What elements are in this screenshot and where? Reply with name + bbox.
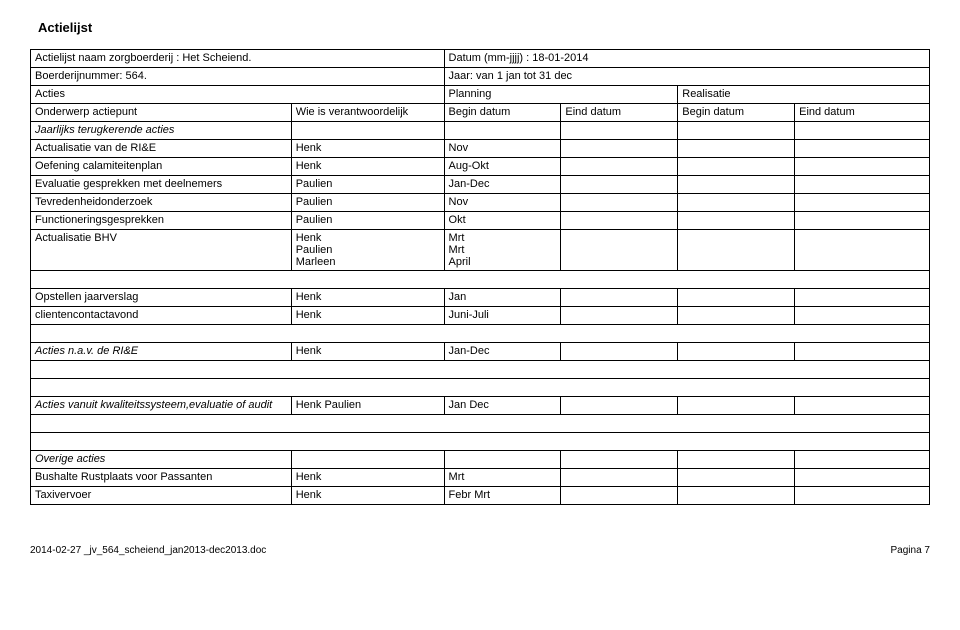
col-planning: Planning (444, 86, 678, 104)
cell: Paulien (291, 176, 444, 194)
cell: Acties vanuit kwaliteitssysteem,evaluati… (31, 397, 292, 415)
table-row (31, 379, 930, 397)
footer-filename: 2014-02-27 _jv_564_scheiend_jan2013-dec2… (30, 545, 266, 556)
table-row (31, 361, 930, 379)
cell: clientencontactavond (31, 307, 292, 325)
cell: Opstellen jaarverslag (31, 289, 292, 307)
table-row: Overige acties (31, 451, 930, 469)
col-eind2: Eind datum (795, 104, 930, 122)
cell: Tevredenheidonderzoek (31, 194, 292, 212)
table-row: Jaarlijks terugkerende acties (31, 122, 930, 140)
table-row (31, 433, 930, 451)
cell: Bushalte Rustplaats voor Passanten (31, 469, 292, 487)
cell: Functioneringsgesprekken (31, 212, 292, 230)
table-row: Oefening calamiteitenplan Henk Aug-Okt (31, 158, 930, 176)
col-begin2: Begin datum (678, 104, 795, 122)
cell: Jan Dec (444, 397, 561, 415)
cell: Henk Paulien (291, 397, 444, 415)
cell: Evaluatie gesprekken met deelnemers (31, 176, 292, 194)
col-realisatie: Realisatie (678, 86, 930, 104)
cell: Acties n.a.v. de RI&E (31, 343, 292, 361)
table-row: Tevredenheidonderzoek Paulien Nov (31, 194, 930, 212)
header-number: Boerderijnummer: 564. (31, 68, 445, 86)
table-row: Acties Planning Realisatie (31, 86, 930, 104)
header-year: Jaar: van 1 jan tot 31 dec (444, 68, 929, 86)
cell: Henk (291, 289, 444, 307)
col-onderwerp: Onderwerp actiepunt (31, 104, 292, 122)
cell: Oefening calamiteitenplan (31, 158, 292, 176)
cell: Nov (444, 140, 561, 158)
table-row: Boerderijnummer: 564. Jaar: van 1 jan to… (31, 68, 930, 86)
table-row (31, 415, 930, 433)
table-row: clientencontactavond Henk Juni-Juli (31, 307, 930, 325)
cell: Okt (444, 212, 561, 230)
cell: Henk (291, 343, 444, 361)
cell: Mrt (444, 469, 561, 487)
cell: Jan-Dec (444, 176, 561, 194)
cell: Juni-Juli (444, 307, 561, 325)
col-wie: Wie is verantwoordelijk (291, 104, 444, 122)
table-row: Actualisatie van de RI&E Henk Nov (31, 140, 930, 158)
cell: Paulien (291, 212, 444, 230)
cell: Mrt Mrt April (444, 230, 561, 271)
header-date: Datum (mm-jjjj) : 18-01-2014 (444, 50, 929, 68)
cell: Jan (444, 289, 561, 307)
col-begin1: Begin datum (444, 104, 561, 122)
footer: 2014-02-27 _jv_564_scheiend_jan2013-dec2… (30, 545, 930, 556)
col-eind1: Eind datum (561, 104, 678, 122)
cell: Nov (444, 194, 561, 212)
cell: Henk (291, 307, 444, 325)
cell: Henk Paulien Marleen (291, 230, 444, 271)
cell: Henk (291, 158, 444, 176)
cell: Actualisatie BHV (31, 230, 292, 271)
table-row: Evaluatie gesprekken met deelnemers Paul… (31, 176, 930, 194)
table-row (31, 325, 930, 343)
cell: Aug-Okt (444, 158, 561, 176)
section-overige: Overige acties (31, 451, 292, 469)
col-acties: Acties (31, 86, 445, 104)
cell: Jan-Dec (444, 343, 561, 361)
page-title: Actielijst (38, 20, 930, 35)
table-row: Actualisatie BHV Henk Paulien Marleen Mr… (31, 230, 930, 271)
table-row: Actielijst naam zorgboerderij : Het Sche… (31, 50, 930, 68)
cell: Henk (291, 469, 444, 487)
table-row: Taxivervoer Henk Febr Mrt (31, 487, 930, 505)
cell: Henk (291, 140, 444, 158)
cell: Actualisatie van de RI&E (31, 140, 292, 158)
cell: Paulien (291, 194, 444, 212)
table-row: Functioneringsgesprekken Paulien Okt (31, 212, 930, 230)
section-jaarlijks: Jaarlijks terugkerende acties (31, 122, 292, 140)
table-row: Opstellen jaarverslag Henk Jan (31, 289, 930, 307)
table-row: Acties vanuit kwaliteitssysteem,evaluati… (31, 397, 930, 415)
action-table: Actielijst naam zorgboerderij : Het Sche… (30, 49, 930, 505)
header-name: Actielijst naam zorgboerderij : Het Sche… (31, 50, 445, 68)
cell: Henk (291, 487, 444, 505)
table-row: Acties n.a.v. de RI&E Henk Jan-Dec (31, 343, 930, 361)
table-row: Bushalte Rustplaats voor Passanten Henk … (31, 469, 930, 487)
cell: Taxivervoer (31, 487, 292, 505)
table-row: Onderwerp actiepunt Wie is verantwoordel… (31, 104, 930, 122)
table-row (31, 271, 930, 289)
footer-page: Pagina 7 (891, 545, 930, 556)
cell: Febr Mrt (444, 487, 561, 505)
